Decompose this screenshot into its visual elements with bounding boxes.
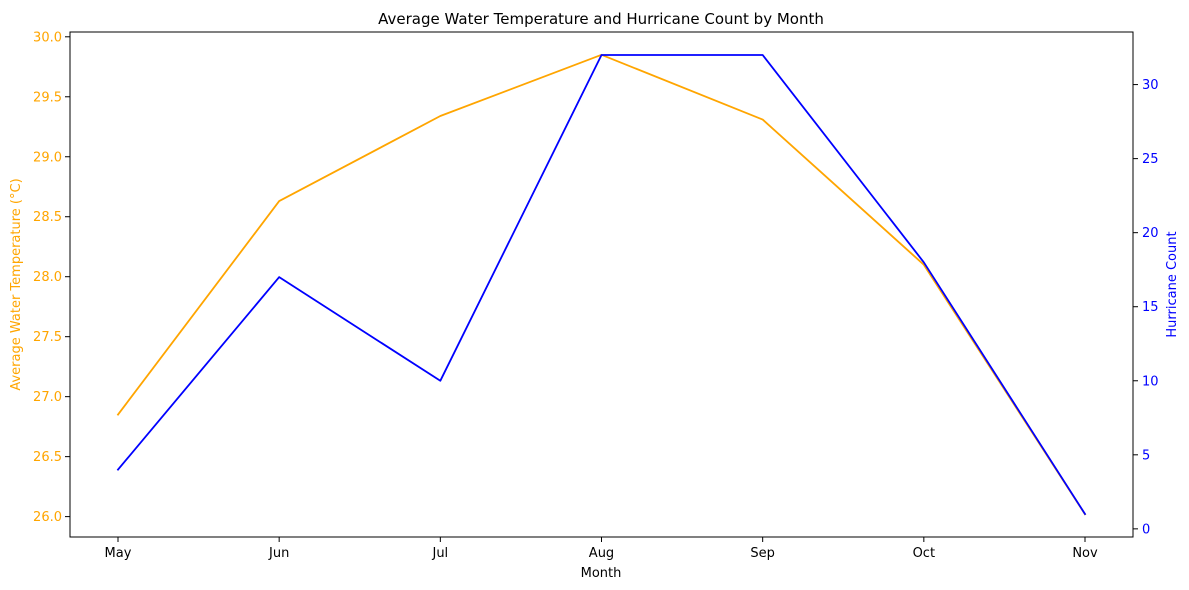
plot-area: May Jun Jul Aug Sep Oct Nov 26.0 26.5 27.0 27.5 28.…: [33, 30, 1159, 561]
y-right-tick-label: 5: [1142, 448, 1150, 463]
y-right-tick-label: 25: [1142, 152, 1159, 167]
y-left-tick-label: 30.0: [33, 30, 62, 45]
y-left-tick-label: 29.5: [33, 90, 62, 105]
y-right-tick-label: 15: [1142, 300, 1159, 315]
hurricane-count-line: [116, 54, 1087, 516]
x-axis-label: Month: [581, 566, 622, 581]
x-tick-label: May: [105, 546, 132, 561]
chart-title: Average Water Temperature and Hurricane …: [378, 10, 824, 28]
y-left-tick-label: 27.0: [33, 390, 62, 405]
y-left-axis-label: Average Water Temperature (°C): [9, 178, 24, 390]
plot-frame: [69, 31, 1134, 538]
x-tick-label: Nov: [1072, 546, 1098, 561]
x-tick-label: Sep: [750, 546, 775, 561]
x-tick-label: Aug: [589, 546, 614, 561]
y-right-axis-label: Hurricane Count: [1165, 231, 1180, 337]
x-tick-label: Jun: [268, 546, 289, 561]
x-tick-label: Oct: [913, 546, 935, 561]
y-left-tick-label: 26.0: [33, 510, 62, 525]
y-right-tick-label: 30: [1142, 78, 1159, 93]
y-left-tick-label: 29.0: [33, 150, 62, 165]
y-left-tick-label: 28.5: [33, 210, 62, 225]
y-left-tick-label: 26.5: [33, 450, 62, 465]
y-right-tick-label: 20: [1142, 226, 1159, 241]
y-right-tick-label: 0: [1142, 522, 1150, 537]
y-left-tick-label: 28.0: [33, 270, 62, 285]
x-tick-label: Jul: [431, 546, 448, 561]
y-left-tick-label: 27.5: [33, 330, 62, 345]
y-right-tick-label: 10: [1142, 374, 1159, 389]
